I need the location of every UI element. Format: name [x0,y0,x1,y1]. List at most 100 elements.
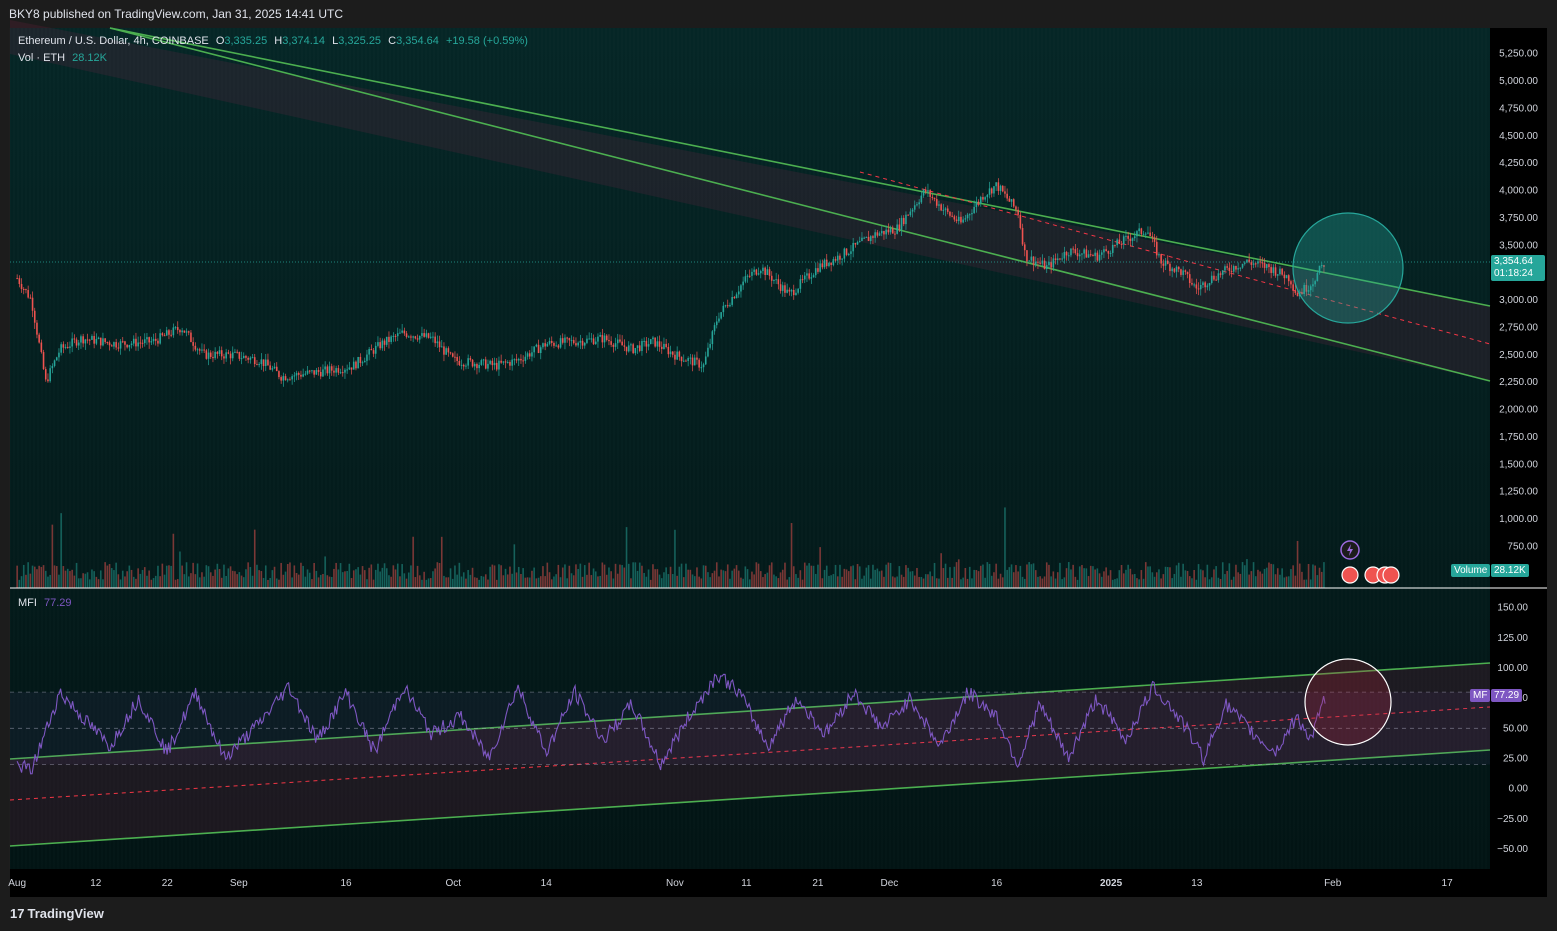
volume-bar [863,575,865,588]
candle-body [1149,232,1151,237]
volume-bar [667,574,670,588]
candle-body [438,341,441,348]
candle-body [524,356,527,362]
volume-bar [944,563,947,588]
volume-bar [324,556,326,588]
candle-body [121,341,124,343]
candle-body [929,190,931,197]
volume-bar [135,578,137,588]
volume-bar [1001,577,1004,588]
candle-body [185,331,188,333]
candle-body [704,356,707,365]
change-value: +19.58 (+0.59%) [445,35,528,47]
volume-bar [47,576,49,588]
candle-body [392,335,395,337]
candle-body [132,338,135,344]
volume-bar [1008,567,1011,588]
candle-body [781,285,784,291]
volume-bar [656,569,659,588]
candle-body [784,285,786,293]
candle-body [1224,266,1226,271]
candle-body [18,278,21,284]
candle-body [1193,284,1195,286]
candle-body [817,268,819,272]
candle-body [212,356,214,359]
candle-body [55,357,58,361]
candle-body [962,219,964,223]
candle-body [372,350,375,354]
volume-bar [911,571,914,588]
candle-body [412,336,414,338]
volume-bar [773,574,775,588]
volume-bar [93,571,95,588]
us-flag-icon[interactable] [1341,566,1359,584]
time-tick-label: 17 [1442,878,1454,889]
volume-bar [885,564,887,588]
volume-bar [971,578,973,588]
volume-bar [289,562,291,588]
volume-bar [267,579,269,588]
volume-bar [746,569,749,588]
volume-bar [777,578,780,588]
candle-body [502,361,505,363]
candle-body [566,337,568,339]
volume-bar [788,577,791,588]
volume-bar [69,571,71,588]
candle-body [1008,198,1011,202]
volume-bar [790,523,793,588]
candle-body [355,361,357,369]
us-flag-icon[interactable] [1382,566,1400,584]
candle-body [1023,244,1026,251]
highlight-circle-price[interactable] [1292,212,1404,324]
volume-bar [753,574,755,588]
volume-bar [383,563,386,588]
candle-body [942,209,945,211]
volume-bar [352,570,355,588]
volume-bar [627,563,630,588]
candle-body [1017,209,1019,215]
volume-bar [1155,572,1158,588]
volume-bar [42,565,45,588]
volume-bar [341,572,344,588]
volume-bar [130,569,133,588]
price-axis[interactable] [1490,28,1547,869]
candle-body [843,248,846,259]
candle-body [1144,233,1147,235]
candle-body [326,366,329,374]
volume-bar [262,577,265,588]
volume-bar [1074,576,1077,588]
candle-body [207,352,210,359]
volume-bar [1109,570,1112,588]
candle-body [363,360,366,363]
candle-body [874,232,876,238]
mfi-channel[interactable] [9,662,1491,847]
candle-body [1246,259,1248,263]
volume-bar [964,567,967,588]
volume-bar [526,577,529,588]
volume-bar [71,569,73,588]
volume-bar [1197,564,1200,588]
candle-body [106,342,109,344]
volume-bar [447,577,450,588]
volume-bar [781,569,784,588]
highlight-circle-mfi[interactable] [1304,658,1392,746]
volume-bar [154,575,157,588]
event-icons[interactable] [1340,540,1400,584]
volume-bar [1221,562,1224,588]
candle-body [753,269,755,272]
candle-body [702,364,705,368]
candle-body [1045,265,1048,270]
volume-bar [678,566,681,588]
candle-body [865,236,868,238]
volume-bar [253,529,256,588]
candle-body [1153,237,1156,242]
candle-body [119,341,122,349]
candle-body [746,275,749,277]
candle-body [938,204,940,206]
volume-bar [482,576,485,588]
time-axis[interactable] [10,869,1547,897]
candle-body [357,356,359,369]
brand-logo[interactable]: 17 TradingView [10,906,104,921]
candle-body [1312,284,1314,287]
volume-bar [733,568,736,588]
